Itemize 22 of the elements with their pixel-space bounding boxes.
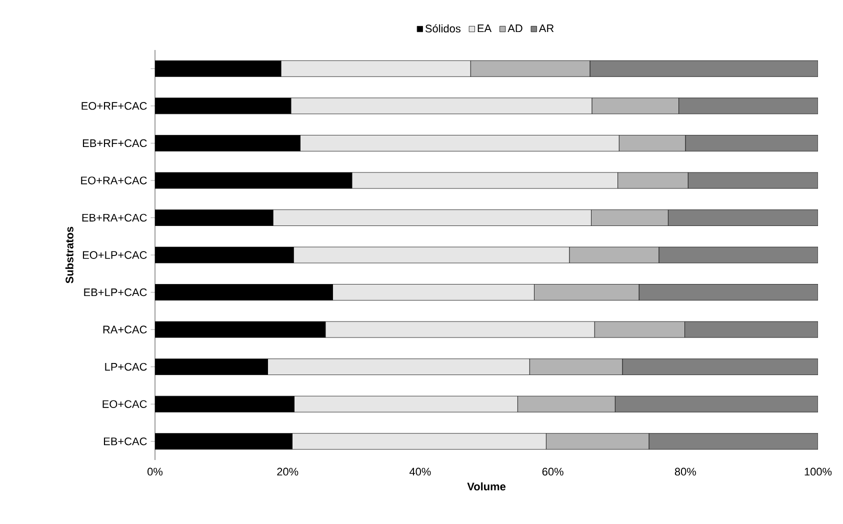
x-tick-label: 20%	[277, 468, 298, 476]
x-tick-label: 80%	[674, 468, 696, 476]
y-tick-label: RA+CAC	[103, 326, 147, 334]
x-tick-label: 40%	[409, 468, 431, 476]
legend-label: Sólidos	[425, 24, 460, 32]
y-tick-label: EO+LP+CAC	[82, 251, 147, 259]
y-tick-label: EB+CAC	[104, 437, 147, 446]
legend-label: EA	[478, 24, 492, 32]
y-tick-label: EB+RA+CAC	[82, 214, 147, 222]
y-tick-label: LP+CAC	[105, 362, 147, 371]
x-tick-label: 60%	[542, 468, 564, 476]
y-axis-title: Substratos	[65, 226, 74, 284]
y-tick-label: EO+CAC	[102, 400, 147, 408]
y-tick-label: EO+RA+CAC	[81, 176, 147, 184]
y-tick-label: EB+LP+CAC	[84, 288, 147, 296]
y-tick-label: EB+RF+CAC	[82, 139, 147, 148]
y-tick-label: EO+RF+CAC	[82, 102, 147, 110]
legend-label: AR	[538, 24, 554, 32]
x-tick-label: 100%	[804, 468, 832, 476]
x-tick-label: 0%	[148, 468, 163, 476]
x-axis-title: Volume	[467, 482, 506, 490]
legend-label: AD	[508, 24, 522, 32]
